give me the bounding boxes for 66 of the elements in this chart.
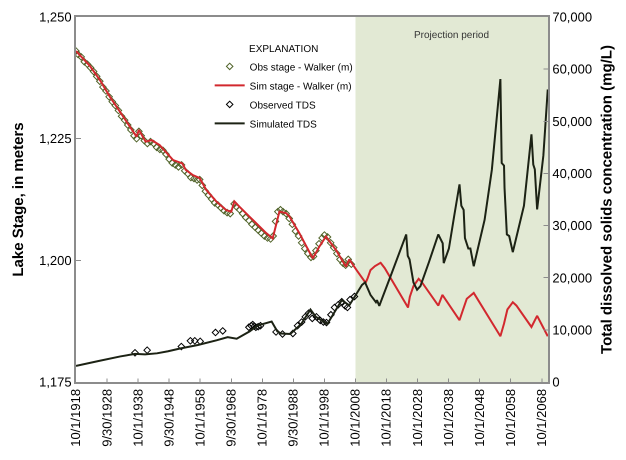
x-tick-label: 9/30/1928	[99, 388, 114, 447]
y2-tick-label: 50,000	[552, 114, 592, 129]
legend-label: Simulated TDS	[250, 119, 318, 130]
line-series	[76, 78, 548, 367]
x-tick-label: 10/1/2068	[534, 388, 550, 447]
x-tick-label: 9/30/1968	[223, 388, 238, 447]
x-tick-label: 10/1/2058	[502, 388, 518, 447]
legend-label: Observed TDS	[250, 100, 316, 112]
x-tick-label: 10/1/1938	[130, 388, 146, 447]
x-tick-label: 10/1/1958	[192, 388, 208, 447]
y2-tick-label: 10,000	[552, 322, 592, 338]
y-axis-title: Lake Stage, in meters	[10, 122, 27, 277]
point	[218, 327, 226, 335]
legend-label: Obs stage - Walker (m)	[250, 62, 353, 74]
point	[302, 313, 310, 321]
point	[346, 296, 354, 304]
point	[322, 318, 330, 326]
point	[186, 337, 194, 345]
point	[278, 330, 286, 338]
x-tick-label: 9/30/1948	[161, 388, 176, 447]
point	[245, 324, 253, 331]
point	[178, 342, 186, 350]
x-tick-label: 10/1/2028	[410, 388, 425, 447]
point	[334, 301, 342, 309]
point	[350, 292, 358, 300]
point	[327, 310, 335, 318]
y-tick-label: 1,200	[39, 252, 72, 268]
x-tick-label: 10/1/1978	[254, 388, 270, 447]
y2-tick-label: 30,000	[552, 218, 592, 234]
y2-tick-label: 40,000	[552, 166, 592, 181]
x-tick-label: 10/1/1998	[316, 388, 332, 447]
y2-tick-label: 60,000	[552, 62, 592, 77]
point	[304, 309, 312, 317]
point	[272, 328, 280, 336]
x-tick-label: 10/1/2048	[472, 388, 487, 447]
x-tick-label: 10/1/2008	[348, 388, 363, 447]
point	[312, 313, 320, 321]
point	[316, 316, 324, 324]
point	[191, 337, 199, 345]
y2-axis-title: Total dissolved solids concentration (mg/L)	[598, 45, 616, 354]
point	[212, 328, 220, 336]
x-tick-label: 10/1/2018	[378, 388, 394, 447]
point	[143, 346, 151, 354]
point	[320, 318, 328, 326]
point	[341, 302, 349, 310]
point	[196, 338, 204, 346]
y-tick-label: 1,250	[39, 10, 72, 25]
point	[131, 349, 139, 357]
point	[338, 298, 346, 306]
point	[344, 304, 352, 312]
legend-title: EXPLANATION	[249, 44, 318, 55]
band-label: Projection period	[414, 30, 490, 41]
x-tick-label: 9/30/1988	[286, 388, 301, 447]
y2-tick-label: 70,000	[552, 10, 592, 25]
point	[289, 330, 297, 338]
point	[256, 322, 264, 330]
y2-tick-label: 0	[552, 374, 560, 390]
y2-tick-label: 20,000	[552, 270, 592, 286]
y-tick-label: 1,175	[39, 374, 72, 390]
point	[294, 322, 302, 330]
x-tick-label: 10/1/1918	[68, 388, 84, 447]
y-tick-label: 1,225	[39, 131, 72, 146]
point	[308, 314, 316, 322]
x-tick-label: 10/1/2038	[440, 388, 456, 447]
legend-label: Sim stage - Walker (m)	[250, 81, 352, 92]
point	[298, 318, 306, 326]
